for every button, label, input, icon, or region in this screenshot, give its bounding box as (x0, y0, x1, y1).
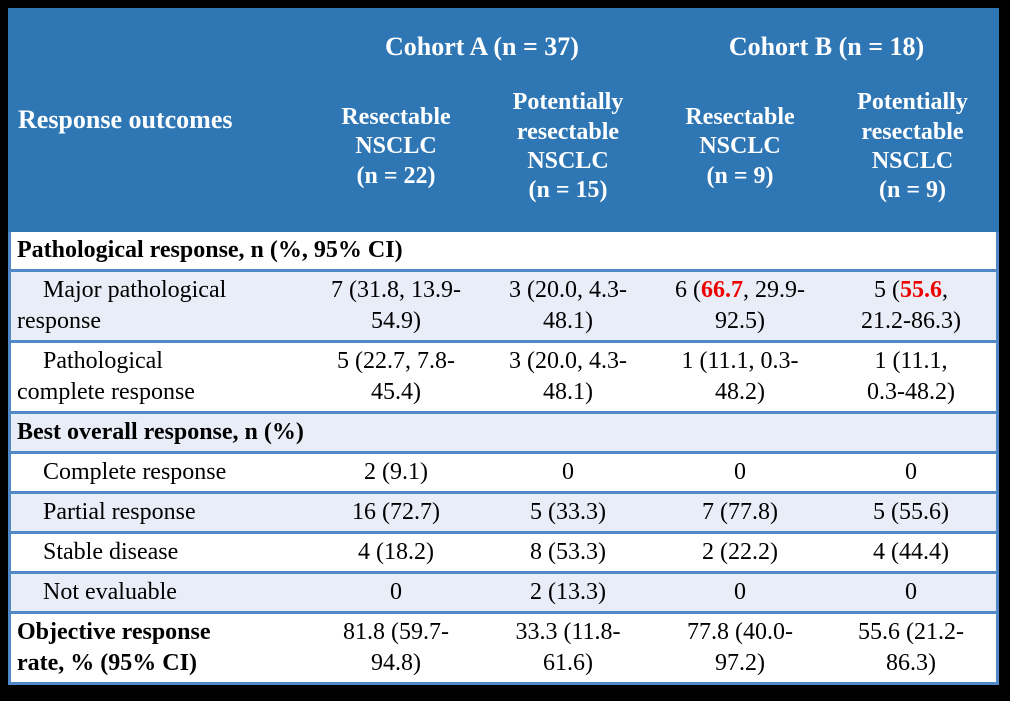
data-cell: 4 (18.2) (358, 539, 434, 565)
data-cell: 2 (13.3) (530, 579, 606, 605)
data-cell: 81.8 (59.7- 94.8) (343, 619, 449, 676)
data-cell: 33.3 (11.8- 61.6) (515, 619, 621, 676)
table-row: Not evaluable 0 2 (13.3) 0 0 (11, 571, 996, 611)
column-header-cohort-a-resectable: Resectable NSCLC (n = 22) (341, 104, 451, 189)
data-cell: 0 (905, 459, 917, 485)
row-label: Pathological response, n (%, 95% CI) (17, 237, 403, 263)
row-label: Not evaluable (43, 579, 177, 605)
data-cell: 0 (734, 579, 746, 605)
table-row: Stable disease 4 (18.2) 8 (53.3) 2 (22.2) 4 … (11, 531, 996, 571)
section-row: Pathological response, n (%, 95% CI) (11, 232, 996, 269)
highlighted-value: 55.6 (900, 277, 942, 303)
data-cell: 5 (22.7, 7.8- 45.4) (337, 348, 455, 405)
cohort-a-header: Cohort A (n = 37) (385, 32, 579, 61)
table-row: Major pathological response 7 (31.8, 13.9… (11, 269, 996, 340)
data-cell: 55.6 (21.2- 86.3) (858, 619, 964, 676)
data-cell: 5 (33.3) (530, 499, 606, 525)
table-header: Response outcomes Cohort A (n = 37) Coho… (8, 8, 999, 232)
row-label: Best overall response, n (%) (17, 419, 304, 445)
row-label: Stable disease (43, 539, 179, 565)
data-cell: 1 (11.1, 0.3-48.2) (867, 348, 955, 405)
data-cell: 0 (905, 579, 917, 605)
row-label: Complete response (43, 459, 227, 485)
data-cell: 5 (55.6) (873, 499, 949, 525)
table-row: Pathological complete response 5 (22.7, 7… (11, 340, 996, 411)
value-segment: , 21.2-86.3) (861, 277, 961, 334)
data-cell: 1 (11.1, 0.3- 48.2) (681, 348, 799, 405)
value-segment: 5 ( (874, 277, 900, 303)
data-cell: 2 (22.2) (702, 539, 778, 565)
highlighted-value: 66.7 (701, 277, 743, 303)
data-cell: 77.8 (40.0- 97.2) (687, 619, 793, 676)
cohort-b-header: Cohort B (n = 18) (728, 32, 925, 61)
row-label: Pathological complete response (17, 348, 195, 405)
column-header-cohort-a-potentially-resectable: Potentially resectable NSCLC (n = 15) (512, 89, 624, 204)
data-cell: 0 (734, 459, 746, 485)
data-cell: 6 (66.7, 29.9- 92.5) (654, 275, 826, 337)
row-label: Major pathological response (17, 277, 227, 334)
row-label: Partial response (43, 499, 196, 525)
data-cell: 7 (77.8) (702, 499, 778, 525)
data-cell: 3 (20.0, 4.3- 48.1) (509, 348, 627, 405)
data-cell: 16 (72.7) (352, 499, 440, 525)
data-cell: 3 (20.0, 4.3- 48.1) (509, 277, 627, 334)
column-header-cohort-b-potentially-resectable: Potentially resectable NSCLC (n = 9) (857, 89, 968, 204)
data-cell: 8 (53.3) (530, 539, 606, 565)
table-row: Partial response 16 (72.7) 5 (33.3) 7 (77.8… (11, 491, 996, 531)
value-segment: , 29.9- 92.5) (715, 277, 805, 334)
results-table: Response outcomes Cohort A (n = 37) Coho… (8, 8, 999, 685)
data-cell: 0 (562, 459, 574, 485)
data-cell: 2 (9.1) (364, 459, 428, 485)
value-segment: 6 ( (675, 277, 701, 303)
data-cell: 5 (55.6, 21.2-86.3) (826, 275, 996, 337)
table-body: Pathological response, n (%, 95% CI) Majo… (8, 232, 999, 685)
column-header-cohort-b-resectable: Resectable NSCLC (n = 9) (685, 104, 795, 189)
data-cell: 4 (44.4) (873, 539, 949, 565)
data-cell: 0 (390, 579, 402, 605)
row-label: Objective response rate, % (95% CI) (17, 619, 211, 676)
table-row: Objective response rate, % (95% CI) 81.8 … (11, 611, 996, 682)
section-row: Best overall response, n (%) (11, 411, 996, 451)
table-row: Complete response 2 (9.1) 0 0 0 (11, 451, 996, 491)
corner-header-response-outcomes: Response outcomes (18, 105, 233, 134)
data-cell: 7 (31.8, 13.9- 54.9) (331, 277, 461, 334)
